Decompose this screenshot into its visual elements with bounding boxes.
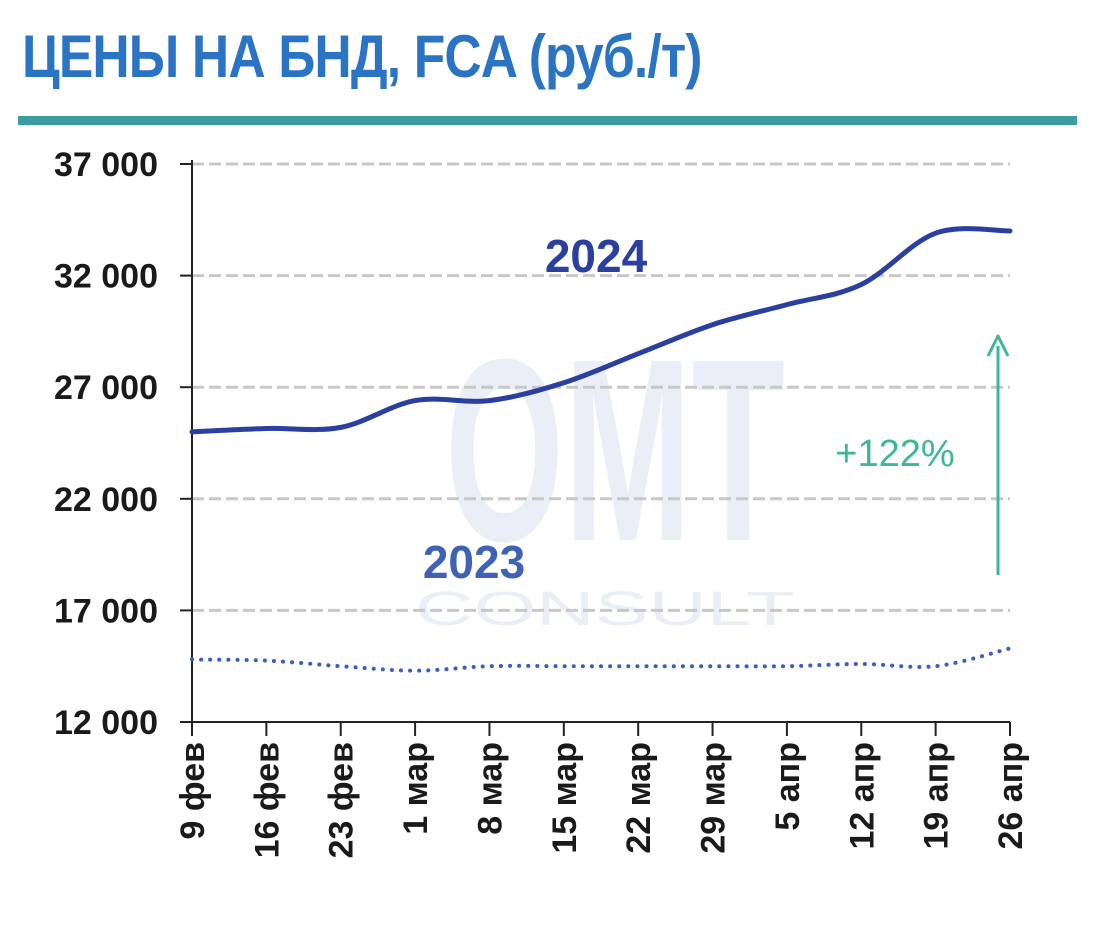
series-line-2023: [190, 646, 1012, 673]
y-axis-ticks: 12 000 17 000 22 000 27 000 32 000 37 000: [54, 146, 192, 742]
x-tick-label: 22 мар: [620, 742, 658, 854]
annotation-layer: +122%: [835, 334, 1010, 575]
axes: [191, 160, 1010, 723]
x-tick-label: 5 апр: [769, 742, 807, 831]
x-tick-label: 19 апр: [918, 742, 956, 849]
x-axis-ticks: 9 фев 16 фев 23 фев 1 мар 8 мар 15 мар 22 мар 2…: [174, 722, 1030, 858]
x-tick-label: 26 апр: [992, 742, 1030, 849]
y-tick-label: 32 000: [54, 258, 158, 296]
x-tick-label: 29 мар: [695, 742, 733, 854]
page-title: ЦЕНЫ НА БНД, FCA (руб./т): [22, 23, 702, 90]
x-tick-label: 23 фев: [323, 742, 361, 858]
series-layer: [189, 226, 1013, 673]
x-tick-label: 16 фев: [248, 742, 286, 858]
title-divider: [18, 116, 1077, 125]
series-label-2023: 2023: [423, 536, 525, 588]
watermark: OMT CONSULT: [415, 306, 795, 636]
y-tick-label: 22 000: [54, 481, 158, 519]
y-tick-label: 37 000: [54, 146, 158, 184]
y-tick-label: 27 000: [54, 369, 158, 407]
y-tick-label: 17 000: [54, 592, 158, 630]
x-tick-label: 15 мар: [546, 742, 584, 854]
watermark-logo-text: OMT: [445, 306, 785, 596]
growth-annotation: +122%: [835, 433, 954, 475]
x-tick-label: 8 мар: [471, 742, 509, 835]
arrow-head-icon: [986, 334, 1010, 357]
y-tick-label: 12 000: [54, 704, 158, 742]
series-label-2024: 2024: [545, 230, 648, 282]
series-labels: 2024 2023: [423, 230, 648, 588]
series-line-2024: [189, 226, 1013, 435]
x-tick-label: 12 апр: [843, 742, 881, 849]
x-tick-label: 9 фев: [174, 742, 212, 839]
x-tick-label: 1 мар: [397, 742, 435, 835]
